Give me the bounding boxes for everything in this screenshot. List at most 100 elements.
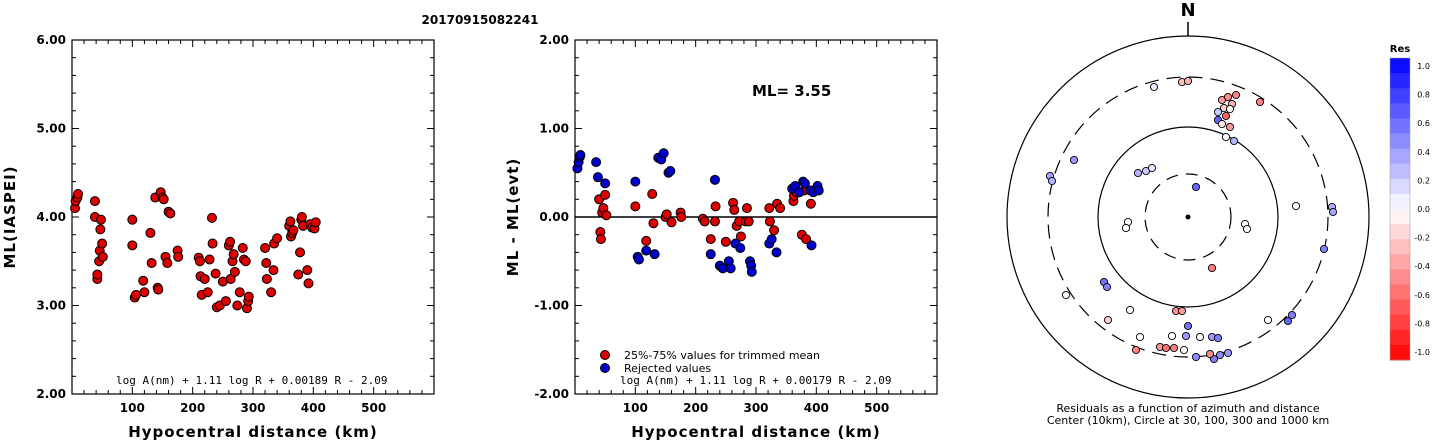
polar-caption-line1: Residuals as a function of azimuth and d…: [1056, 402, 1319, 415]
accepted-point: [764, 216, 775, 227]
data-point: [293, 269, 304, 280]
rejected-point: [600, 178, 611, 189]
rejected-point: [591, 157, 602, 168]
colorbar-cell: [1390, 193, 1410, 210]
rejected-point: [633, 254, 644, 265]
data-point: [130, 289, 141, 300]
data-point: [243, 291, 254, 302]
data-point: [310, 217, 321, 228]
colorbar-label: -0.4: [1414, 262, 1430, 271]
station-residual-marker: [1213, 107, 1223, 117]
mid-chart-xlabel: Hypocentral distance (km): [631, 423, 881, 441]
accepted-point: [676, 212, 687, 222]
left-ytick-label: 5.00: [36, 122, 66, 136]
data-point: [146, 258, 157, 269]
data-point: [127, 214, 138, 225]
rejected-point: [630, 176, 641, 187]
rejected-point: [766, 234, 777, 245]
colorbar-cell: [1390, 118, 1410, 134]
colorbar-cell: [1390, 178, 1410, 195]
colorbar-label: -0.2: [1414, 234, 1430, 243]
station-residual-marker: [1179, 345, 1189, 355]
left-chart-xlabel: Hypocentral distance (km): [128, 423, 378, 441]
accepted-point: [709, 216, 720, 227]
mid-chart-ticks: 100 200 300 400 500 -2.00 -1.00 0.00 1.00 2.00: [534, 33, 938, 415]
station-residual-marker: [1215, 350, 1225, 360]
data-point: [260, 242, 271, 253]
station-residual-marker: [1069, 155, 1079, 165]
rejected-point: [813, 185, 824, 196]
data-point: [139, 287, 150, 298]
left-xtick-label: 300: [240, 401, 265, 415]
data-point: [234, 287, 245, 298]
rejected-point: [592, 172, 603, 183]
colorbar-cell: [1390, 299, 1410, 316]
accepted-point: [735, 231, 746, 242]
station-residual-marker: [1223, 92, 1233, 102]
data-point: [153, 284, 164, 295]
colorbar-frame: [1389, 57, 1411, 361]
colorbar-cell: [1390, 254, 1410, 270]
data-point: [303, 278, 314, 289]
data-point: [207, 238, 218, 249]
colorbar-label: 1.0: [1417, 62, 1430, 71]
left-chart-ticks: 100 200 300 400 500 2.00 3.00 4.00 5.00 6.00: [36, 33, 435, 415]
station-residual-marker: [1191, 352, 1201, 362]
station-residual-marker: [1181, 331, 1191, 341]
station-residual-marker: [1263, 315, 1273, 325]
mid-ytick-label: 2.00: [539, 33, 569, 47]
station-residual-marker: [1125, 305, 1135, 315]
data-point: [95, 224, 106, 235]
accepted-point: [648, 218, 659, 229]
rejected-point: [665, 165, 676, 176]
data-point: [296, 212, 307, 222]
data-point: [268, 265, 279, 276]
left-chart-frame: [71, 39, 435, 395]
mid-xtick-label: 300: [743, 401, 768, 415]
accepted-point: [729, 204, 740, 215]
station-residual-marker: [1328, 207, 1338, 217]
data-point: [95, 214, 106, 225]
mid-ytick-label: -1.00: [534, 299, 569, 313]
data-point: [272, 233, 283, 244]
north-label: N: [1180, 0, 1195, 21]
data-point: [202, 287, 213, 298]
accepted-point: [595, 234, 606, 245]
colorbar-label: 0.2: [1417, 176, 1430, 185]
colorbar-cell: [1390, 73, 1410, 89]
accepted-point: [710, 201, 721, 212]
left-ytick-label: 3.00: [36, 299, 66, 313]
data-point: [162, 258, 173, 269]
left-chart-points: [70, 187, 321, 314]
polar-station-points: [1045, 76, 1338, 364]
legend-rejected-label: Rejected values: [624, 362, 711, 375]
station-residual-marker: [1047, 176, 1057, 186]
left-chart: 100 200 300 400 500 2.00 3.00 4.00 5.00 6.00 log …: [1, 33, 435, 441]
station-residual-marker: [1229, 136, 1239, 146]
left-xtick-label: 100: [120, 401, 145, 415]
data-point: [158, 194, 169, 205]
colorbar-cell: [1390, 344, 1410, 361]
colorbar-label: -1.0: [1414, 348, 1430, 357]
station-residual-marker: [1205, 349, 1215, 359]
colorbar-cell: [1390, 103, 1410, 119]
rejected-point: [799, 178, 810, 189]
data-point: [225, 236, 236, 247]
rejected-point: [641, 245, 652, 256]
rejected-point: [735, 242, 746, 253]
colorbar-cell: [1390, 58, 1410, 74]
station-residual-marker: [1217, 119, 1227, 129]
accepted-point: [641, 235, 652, 246]
station-residual-marker: [1149, 82, 1159, 92]
data-point: [89, 196, 100, 207]
rejected-point: [725, 263, 736, 274]
colorbar-cells: [1389, 57, 1411, 361]
colorbar-label: 0.6: [1417, 119, 1430, 128]
data-point: [210, 268, 221, 279]
left-ytick-label: 2.00: [36, 387, 66, 401]
data-point: [73, 188, 84, 199]
mid-xtick-label: 100: [623, 401, 648, 415]
station-residual-marker: [1221, 111, 1231, 121]
station-residual-marker: [1131, 345, 1141, 355]
